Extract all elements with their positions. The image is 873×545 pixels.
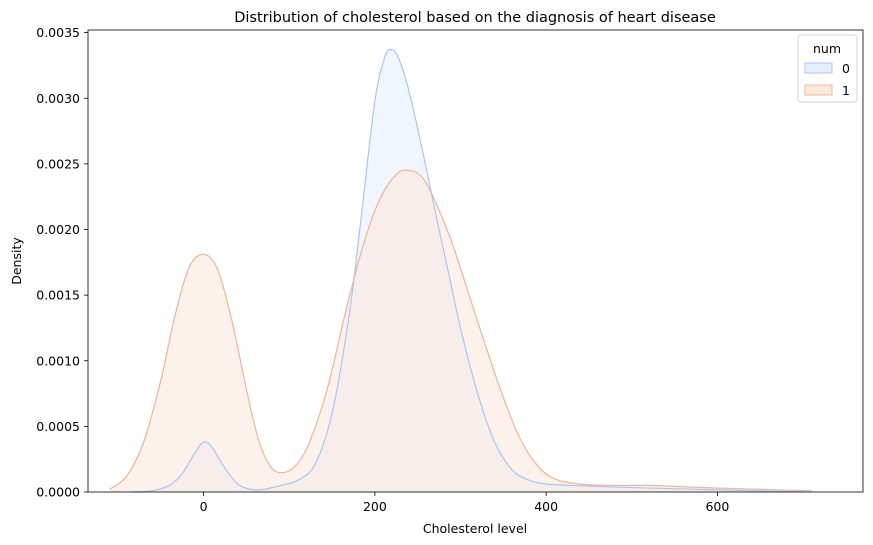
legend: num 0 1 bbox=[797, 34, 858, 103]
x-axis-label: Cholesterol level bbox=[423, 521, 527, 536]
legend-swatch-1 bbox=[804, 84, 833, 96]
y-tick-label: 0.0025 bbox=[36, 156, 80, 171]
y-axis-label: Density bbox=[9, 237, 24, 285]
y-axis: 0.0000 0.0005 0.0010 0.0015 0.0020 0.0025 0.00… bbox=[36, 25, 88, 500]
y-tick-label: 0.0015 bbox=[36, 288, 80, 303]
x-tick-label: 0 bbox=[200, 499, 208, 514]
y-tick-label: 0.0000 bbox=[36, 485, 80, 500]
density-area-1 bbox=[109, 170, 812, 492]
density-line-0 bbox=[130, 48, 804, 493]
y-tick-label: 0.0005 bbox=[36, 419, 80, 434]
axes-frame bbox=[87, 29, 864, 493]
y-tick-label: 0.0010 bbox=[36, 353, 80, 368]
x-tick-label: 400 bbox=[534, 499, 558, 514]
plot-area bbox=[109, 48, 812, 493]
legend-swatch-0 bbox=[804, 62, 833, 74]
x-axis: 0 200 400 600 bbox=[200, 492, 729, 514]
legend-label-0: 0 bbox=[842, 61, 850, 76]
y-tick-label: 0.0020 bbox=[36, 222, 80, 237]
y-tick-label: 0.0030 bbox=[36, 91, 80, 106]
density-line-1 bbox=[109, 169, 812, 492]
chart-title: Distribution of cholesterol based on the… bbox=[234, 10, 716, 26]
y-tick-label: 0.0035 bbox=[36, 25, 80, 40]
x-tick-label: 200 bbox=[363, 499, 387, 514]
legend-label-1: 1 bbox=[842, 83, 850, 98]
x-tick-label: 600 bbox=[705, 499, 729, 514]
legend-title: num bbox=[813, 41, 841, 56]
